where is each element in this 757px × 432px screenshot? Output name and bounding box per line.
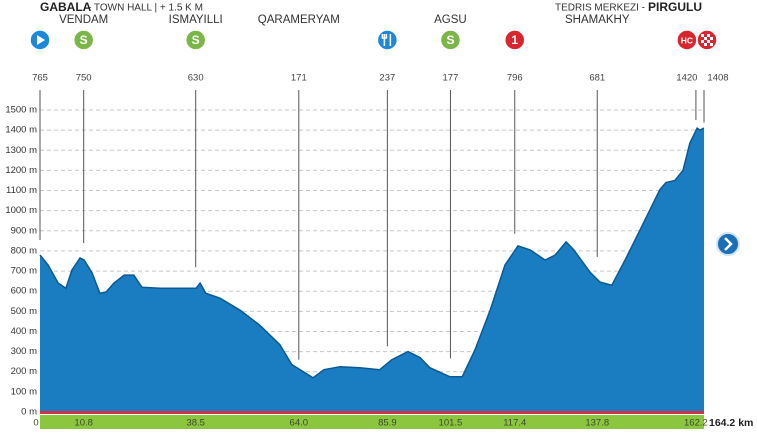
finish-name: PIRGULU [648, 0, 702, 14]
altitude-label: 796 [507, 73, 523, 84]
y-tick-label: 900 m [11, 225, 37, 236]
y-tick-label: 1100 m [6, 185, 37, 196]
place-name: AGSU [434, 14, 467, 26]
y-tick-label: 500 m [11, 306, 37, 317]
marker [184, 29, 207, 51]
finish-check [704, 43, 707, 46]
altitude-label: 630 [188, 73, 204, 84]
finish-check [701, 40, 704, 43]
y-tick-label: 0 m [21, 407, 37, 418]
y-tick-label: 1300 m [5, 145, 37, 156]
food-icon [381, 34, 392, 46]
x-tick-label: 164.2 km [709, 417, 753, 429]
altitude-label: 681 [589, 73, 605, 84]
altitude-label: 765 [32, 73, 48, 84]
x-tick-label: 162.2 [684, 418, 708, 429]
x-tick-label: 117.4 [503, 418, 526, 429]
y-tick-label: 800 m [11, 245, 37, 256]
altitude-label: 750 [76, 73, 92, 84]
finish-check [710, 37, 713, 40]
start-name: GABALA [40, 0, 92, 14]
altitude-label: 171 [291, 73, 307, 84]
x-tick-label: 137.8 [585, 418, 609, 429]
place-name: VENDAM [59, 14, 108, 26]
elevation-line [39, 126, 705, 379]
marker [439, 29, 462, 51]
x-tick-label: 10.8 [74, 418, 93, 429]
distance-band [40, 415, 704, 429]
start-detail: - TOWN HALL | + 1.5 K M [88, 3, 203, 14]
place-name: QARAMERYAM [258, 14, 340, 26]
y-tick-label: 1200 m [5, 165, 37, 176]
marker [72, 29, 95, 51]
y-tick-label: 1000 m [5, 205, 37, 216]
y-tick-label: 600 m [11, 286, 37, 297]
marker [503, 29, 526, 51]
start-icon [37, 35, 45, 45]
place-name: SHAMAKHY [565, 14, 630, 26]
finish-check [707, 40, 710, 43]
finish-detail: TEDRIS MERKEZI - [555, 3, 645, 14]
baseline [40, 411, 704, 414]
y-tick-label: 300 m [11, 346, 37, 357]
marker-badge: 1 [511, 33, 518, 47]
marker [376, 29, 399, 51]
x-tick-label: 0 [33, 418, 38, 429]
marker-badge: HC [681, 35, 693, 45]
y-tick-label: 1400 m [5, 125, 37, 136]
y-tick-label: 100 m [11, 386, 37, 397]
marker-badge: S [80, 33, 88, 47]
altitude-label: 1408 [707, 73, 728, 84]
marker-badge: S [446, 33, 454, 47]
finish-check [710, 43, 713, 46]
x-tick-label: 101.5 [439, 418, 463, 429]
elevation-area [40, 128, 704, 412]
altitude-label: 177 [443, 73, 459, 84]
x-tick-label: 38.5 [186, 418, 205, 429]
finish-check [701, 34, 704, 37]
altitude-label: 1420 [676, 73, 697, 84]
y-tick-label: 200 m [11, 366, 37, 377]
marker-badge: S [192, 33, 200, 47]
next-button[interactable] [716, 232, 740, 256]
y-tick-label: 1500 m [5, 105, 37, 116]
y-tick-label: 700 m [11, 266, 37, 277]
finish-check [704, 37, 707, 40]
finish-check [707, 34, 710, 37]
altitude-label: 237 [379, 73, 395, 84]
place-name: ISMAYILLI [169, 14, 223, 26]
x-tick-label: 85.9 [378, 418, 397, 429]
x-tick-label: 64.0 [290, 418, 309, 429]
y-tick-label: 400 m [11, 326, 37, 337]
